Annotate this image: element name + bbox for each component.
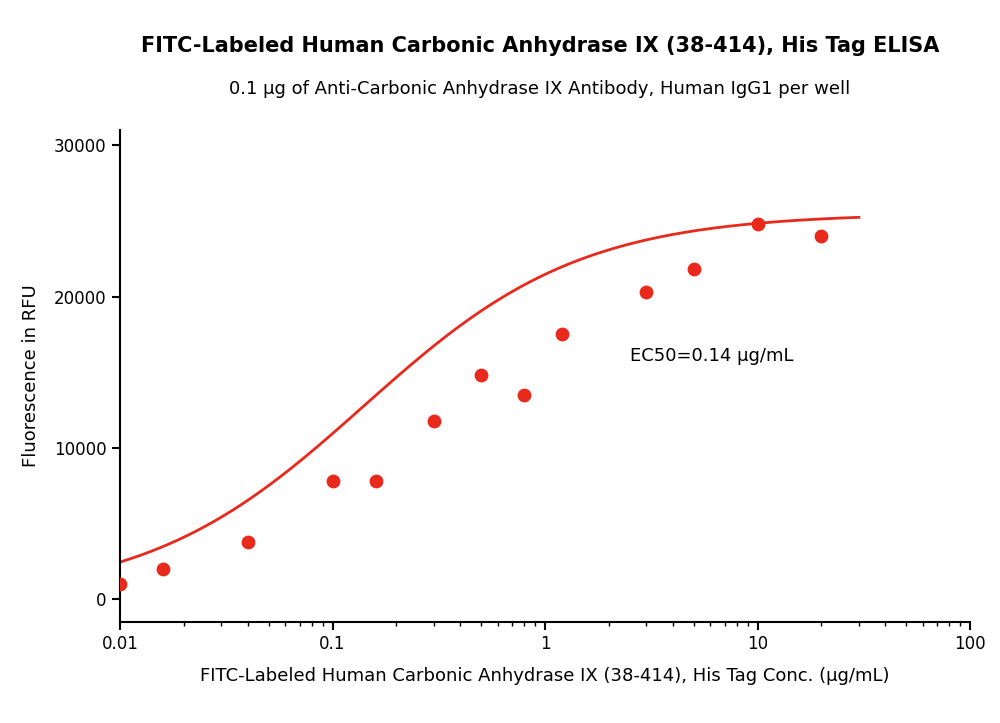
Text: FITC-Labeled Human Carbonic Anhydrase IX (38-414), His Tag ELISA: FITC-Labeled Human Carbonic Anhydrase IX…	[141, 36, 939, 56]
Point	[426, 415, 442, 427]
Y-axis label: Fluorescence in RFU: Fluorescence in RFU	[22, 285, 40, 467]
Point	[686, 263, 702, 275]
Point	[112, 578, 128, 590]
Point	[473, 369, 489, 381]
Text: EC50=0.14 μg/mL: EC50=0.14 μg/mL	[630, 347, 794, 365]
X-axis label: FITC-Labeled Human Carbonic Anhydrase IX (38-414), His Tag Conc. (μg/mL): FITC-Labeled Human Carbonic Anhydrase IX…	[200, 667, 890, 685]
Point	[813, 230, 829, 241]
Point	[750, 218, 766, 230]
Point	[155, 563, 171, 575]
Point	[240, 536, 256, 547]
Point	[516, 389, 532, 401]
Text: 0.1 μg of Anti-Carbonic Anhydrase IX Antibody, Human IgG1 per well: 0.1 μg of Anti-Carbonic Anhydrase IX Ant…	[229, 80, 851, 98]
Point	[324, 475, 340, 487]
Point	[638, 286, 654, 298]
Point	[554, 328, 570, 340]
Point	[368, 475, 384, 487]
